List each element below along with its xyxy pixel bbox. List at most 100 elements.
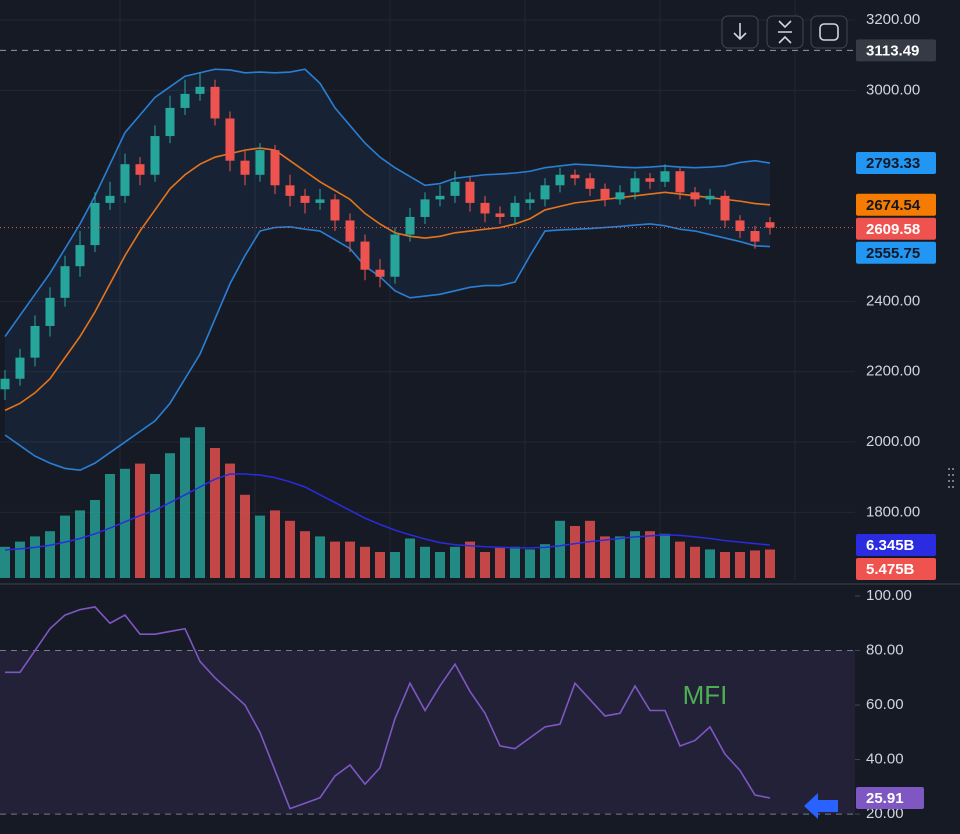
mfi-tick-label: 60.00 — [866, 696, 904, 713]
candle-body — [45, 297, 55, 326]
value-box-label: 25.91 — [866, 790, 904, 807]
resize-handle[interactable] — [948, 468, 954, 488]
toolbar — [721, 15, 848, 49]
value-box-bg — [856, 39, 936, 62]
volume-bar — [765, 549, 775, 578]
value-box-bg — [856, 217, 936, 240]
candle-body — [270, 150, 280, 186]
volume-bar — [210, 448, 220, 578]
value-box-label: 6.345B — [866, 537, 915, 554]
candle-body — [630, 178, 640, 193]
volume-bar — [555, 520, 565, 578]
volume-bar — [450, 546, 460, 578]
volume-bar — [480, 552, 490, 578]
candle-body — [315, 199, 325, 203]
volume-bar — [60, 515, 70, 578]
middle-band — [4, 147, 771, 412]
volume-bar — [375, 552, 385, 578]
volume-bar — [435, 552, 445, 578]
candle-body — [330, 199, 340, 221]
volume-bar — [135, 463, 145, 578]
candle-body — [225, 118, 235, 161]
volume-bar — [90, 500, 100, 578]
candle-body — [345, 220, 355, 242]
candle-body — [735, 220, 745, 232]
volume-bar — [270, 510, 280, 578]
volume-bar — [120, 468, 130, 578]
value-box-label: 2793.33 — [866, 155, 920, 172]
volume-bar — [420, 546, 430, 578]
value-box: 2674.54 — [856, 193, 936, 216]
candle-body — [525, 199, 535, 203]
value-box-label: 5.475B — [866, 561, 915, 578]
volume-bar — [615, 536, 625, 578]
candle-body — [540, 185, 550, 200]
volume-bar — [75, 510, 85, 578]
volume-bar — [465, 541, 475, 578]
value-box: 2555.75 — [856, 241, 936, 264]
mfi-tick-label: 40.00 — [866, 751, 904, 768]
volume-bar — [360, 546, 370, 578]
maximize-button[interactable] — [810, 15, 848, 49]
candle-body — [150, 136, 160, 175]
candle-body — [645, 178, 655, 182]
plot: 3200.00 3000.00 2400.00 2200.00 2000.00 1800.… — [0, 11, 960, 834]
value-box-label: 3113.49 — [866, 42, 919, 59]
candle-body — [105, 195, 115, 203]
volume-bar — [30, 536, 40, 578]
scroll-to-latest-arrow[interactable] — [804, 793, 838, 819]
value-box-bg — [856, 193, 936, 216]
candle-body — [120, 164, 130, 196]
candle-body — [0, 378, 10, 390]
value-box: 25.91 — [856, 786, 924, 809]
handle-dot — [948, 480, 950, 482]
volume-bar — [690, 546, 700, 578]
candle-body — [495, 213, 505, 217]
volume-bar — [660, 533, 670, 578]
candle-body — [465, 181, 475, 203]
candle-body — [450, 181, 460, 196]
value-box-label: 2609.58 — [866, 221, 920, 238]
handle-dot — [948, 486, 950, 488]
y-tick-label: 3200.00 — [866, 11, 920, 28]
handle-dot — [948, 474, 950, 476]
volume-bar — [240, 494, 250, 578]
volume-bar — [735, 552, 745, 578]
candle-body — [180, 93, 190, 108]
candle-body — [15, 357, 25, 379]
lower-band — [4, 223, 771, 471]
mfi-label: MFI — [683, 680, 728, 710]
y-tick-label: 1800.00 — [866, 503, 920, 520]
candle-body — [285, 185, 295, 196]
volume-bar — [300, 531, 310, 578]
candle-body — [405, 216, 415, 235]
volume-bar — [0, 546, 10, 578]
candle-body — [375, 269, 385, 277]
candle-body — [600, 188, 610, 200]
candle-body — [750, 231, 760, 242]
volume-bar — [105, 474, 115, 578]
handle-dot — [952, 474, 954, 476]
volume-bar — [570, 526, 580, 578]
y-tick-label: 2200.00 — [866, 363, 920, 380]
candle-body — [690, 192, 700, 200]
value-box-bg — [856, 786, 924, 809]
mfi-tick-label: 20.00 — [866, 805, 904, 822]
volume-bar — [585, 520, 595, 578]
y-tick-label: 2400.00 — [866, 292, 920, 309]
value-box: 2793.33 — [856, 152, 936, 175]
candle-body — [585, 178, 595, 189]
volume-bar — [495, 546, 505, 578]
volume-bar — [330, 541, 340, 578]
mfi-tick-label: 80.00 — [866, 641, 904, 658]
candle-body — [390, 234, 400, 277]
candle-body — [570, 174, 580, 179]
candle-body — [360, 241, 370, 270]
value-box: 6.345B — [856, 534, 936, 557]
candle-body — [165, 107, 175, 137]
candle-body — [240, 160, 250, 175]
candle-body — [765, 222, 775, 228]
volume-ma-line — [4, 473, 771, 551]
y-tick-label: 3000.00 — [866, 81, 920, 98]
